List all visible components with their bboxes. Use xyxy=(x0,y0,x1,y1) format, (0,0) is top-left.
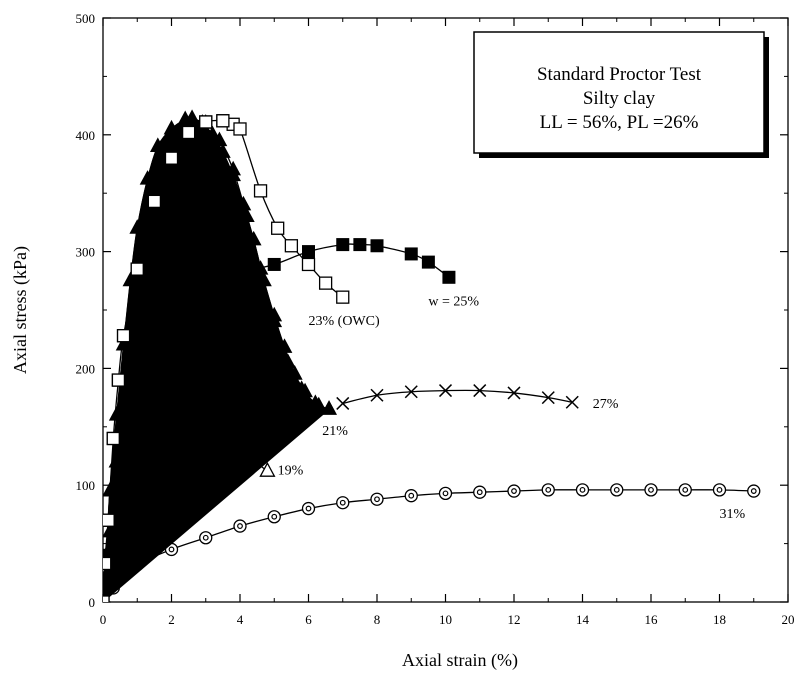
data-point xyxy=(111,373,126,387)
y-tick-label: 300 xyxy=(76,245,96,260)
x-axis-title: Axial strain (%) xyxy=(402,650,518,671)
data-point xyxy=(147,194,162,209)
data-point xyxy=(712,483,727,497)
annotation-layer: 23% (OWC) w = 25% 27% 21% 19% 7% 31% xyxy=(213,294,746,522)
data-point xyxy=(130,262,144,276)
data-point xyxy=(507,386,521,400)
data-point xyxy=(253,184,268,198)
data-point xyxy=(103,595,110,602)
series-label: 19% xyxy=(278,464,304,479)
data-point xyxy=(507,484,521,498)
data-point xyxy=(302,245,315,259)
data-point xyxy=(678,483,692,497)
data-point xyxy=(442,270,456,284)
data-point xyxy=(404,247,418,261)
data-point xyxy=(301,257,316,272)
data-point xyxy=(565,395,579,409)
data-point xyxy=(610,483,624,497)
data-point xyxy=(438,486,453,501)
data-point xyxy=(116,329,131,343)
data-point xyxy=(336,290,350,304)
data-point xyxy=(336,496,350,510)
data-point xyxy=(473,485,487,499)
data-point xyxy=(541,391,555,405)
data-point xyxy=(164,151,179,165)
series-line xyxy=(342,389,573,405)
series-label: 7% xyxy=(213,484,232,499)
legend-box: Standard Proctor Test Silty clay LL = 56… xyxy=(473,31,769,158)
data-point xyxy=(216,114,230,128)
data-point xyxy=(103,556,112,571)
y-tick-label: 400 xyxy=(76,128,96,143)
filled-region xyxy=(103,117,330,602)
data-point xyxy=(233,122,247,136)
data-point xyxy=(284,239,299,253)
legend-line-2: Silty clay xyxy=(583,88,656,109)
legend-line-1: Standard Proctor Test xyxy=(537,64,702,85)
data-point xyxy=(747,484,761,498)
x-tick-label: 8 xyxy=(374,612,381,627)
y-tick-label: 100 xyxy=(76,478,96,493)
data-point xyxy=(404,489,418,503)
series-27- xyxy=(336,384,579,410)
series-label: w = 25% xyxy=(428,294,479,309)
x-tick-label: 18 xyxy=(713,612,726,627)
data-point xyxy=(181,125,196,140)
data-point xyxy=(336,238,350,252)
x-tick-label: 16 xyxy=(645,612,659,627)
series-label: 23% (OWC) xyxy=(309,314,380,329)
x-tick-label: 2 xyxy=(168,612,175,627)
data-point xyxy=(575,483,590,497)
data-point xyxy=(370,492,384,506)
y-tick-label: 0 xyxy=(89,595,96,610)
y-axis-title: Axial stress (kPa) xyxy=(10,246,31,374)
data-point xyxy=(370,388,384,402)
data-point xyxy=(199,115,213,129)
legend-line-3: LL = 56%, PL =26% xyxy=(540,112,699,133)
y-tick-label: 500 xyxy=(76,11,96,26)
data-point xyxy=(541,483,555,497)
x-tick-label: 0 xyxy=(100,612,107,627)
x-tick-label: 10 xyxy=(439,612,452,627)
data-point xyxy=(103,513,115,527)
data-point xyxy=(644,483,658,497)
data-point xyxy=(421,255,435,269)
data-point xyxy=(106,431,120,446)
data-point xyxy=(353,238,367,252)
data-point xyxy=(438,384,453,398)
data-point xyxy=(267,510,281,524)
data-point xyxy=(199,531,213,545)
data-point xyxy=(271,221,285,235)
data-point xyxy=(336,396,350,410)
data-point xyxy=(267,257,281,271)
series-label: 21% xyxy=(322,424,348,439)
series-layer xyxy=(103,109,761,602)
x-tick-label: 6 xyxy=(305,612,312,627)
x-tick-label: 12 xyxy=(508,612,521,627)
y-tick-label: 200 xyxy=(76,361,96,376)
data-point xyxy=(473,384,487,398)
data-point xyxy=(301,501,316,516)
x-tick-label: 4 xyxy=(237,612,244,627)
data-point xyxy=(259,461,276,477)
x-tick-label: 20 xyxy=(782,612,795,627)
series-17-21-fill xyxy=(103,117,330,602)
series-label: 31% xyxy=(720,507,746,522)
legend-box-frame xyxy=(473,31,765,154)
series-label: 27% xyxy=(593,397,619,412)
data-point xyxy=(318,276,333,290)
x-tick-label: 14 xyxy=(576,612,590,627)
data-point xyxy=(233,519,247,533)
data-point xyxy=(404,385,418,399)
series-23-owc-top xyxy=(103,114,230,602)
data-point xyxy=(370,239,384,253)
